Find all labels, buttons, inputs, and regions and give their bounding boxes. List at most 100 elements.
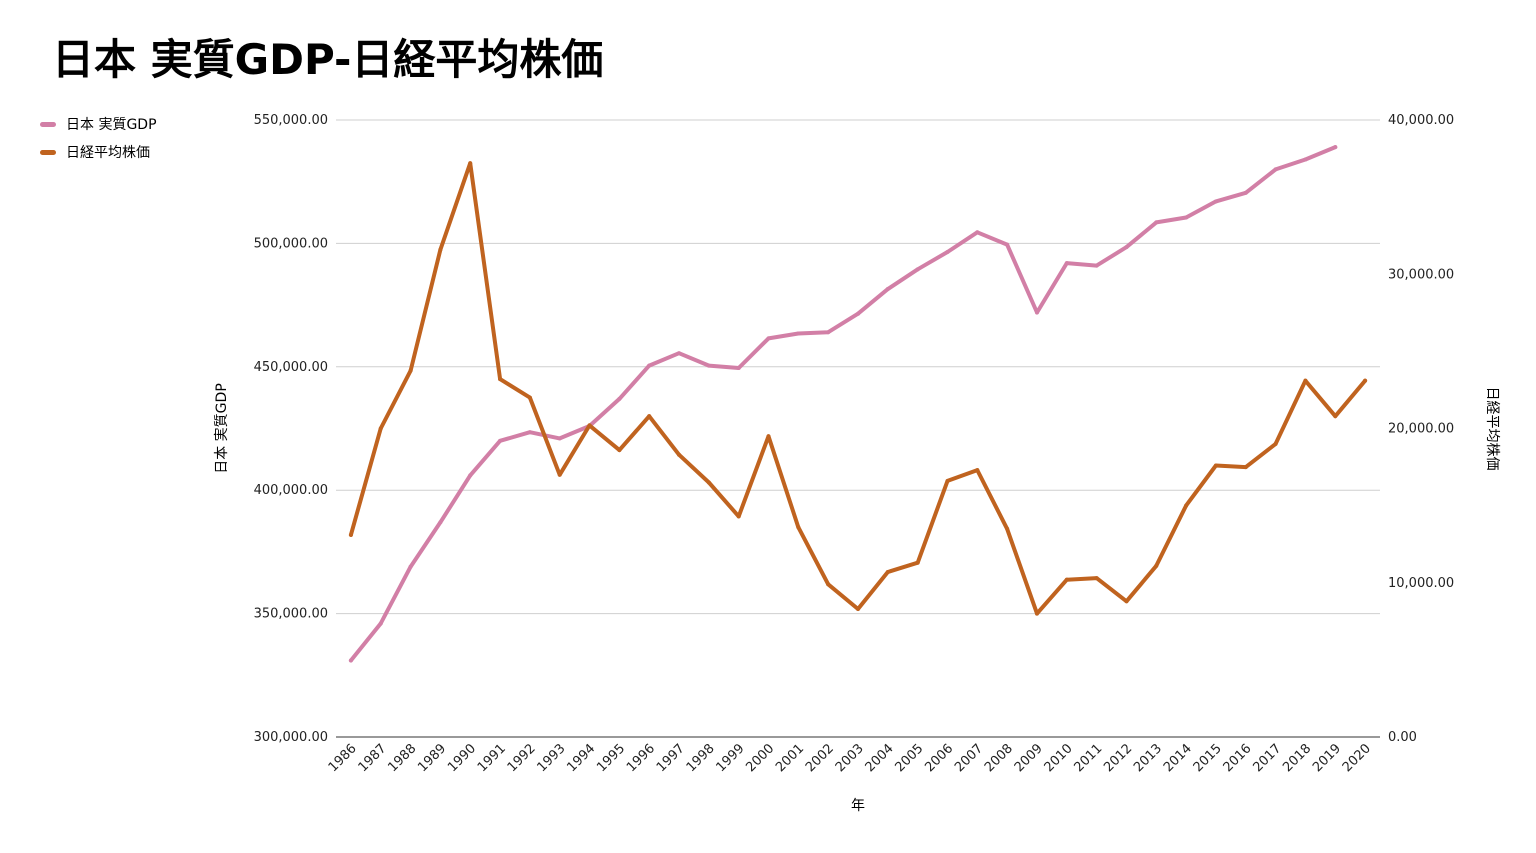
- series-line-0: [348, 145, 1338, 663]
- x-tick-label: 2015: [1191, 741, 1225, 775]
- x-tick-label: 1989: [415, 741, 449, 775]
- x-tick-label: 1998: [684, 741, 718, 775]
- data-point: [438, 520, 443, 525]
- data-point: [915, 560, 920, 565]
- data-point: [1094, 576, 1099, 581]
- data-point: [498, 377, 503, 382]
- data-point: [885, 569, 890, 574]
- x-tick-label: 2007: [952, 741, 986, 775]
- y2-axis-title: 日経平均株価: [1484, 387, 1500, 471]
- data-point: [527, 395, 532, 400]
- x-tick-label: 1988: [385, 741, 419, 775]
- data-point: [1034, 611, 1039, 616]
- data-point: [706, 480, 711, 485]
- data-point: [975, 468, 980, 473]
- x-tick-label: 2006: [922, 741, 956, 775]
- x-tick-label: 2010: [1042, 741, 1076, 775]
- data-point: [1005, 242, 1010, 247]
- data-point: [378, 621, 383, 626]
- data-point: [796, 331, 801, 336]
- x-tick-label: 2004: [863, 741, 897, 775]
- data-point: [945, 250, 950, 255]
- data-point: [1333, 145, 1338, 150]
- data-point: [915, 267, 920, 272]
- data-point: [1273, 167, 1278, 172]
- data-point: [1243, 190, 1248, 195]
- data-point: [1094, 263, 1099, 268]
- data-point: [885, 287, 890, 292]
- y2-tick-label: 30,000.00: [1388, 267, 1454, 282]
- data-point: [1005, 526, 1010, 531]
- page-title: 日本 実質GDP-日経平均株価: [52, 35, 604, 84]
- legend-swatch: [40, 149, 56, 155]
- legend-item: 日経平均株価: [40, 138, 157, 166]
- data-point: [587, 423, 592, 428]
- data-point: [1124, 599, 1129, 604]
- x-tick-label: 2017: [1250, 741, 1284, 775]
- data-point: [677, 452, 682, 457]
- x-tick-label: 2008: [982, 741, 1016, 775]
- data-point: [468, 473, 473, 478]
- x-tick-label: 2012: [1101, 741, 1135, 775]
- data-point: [647, 414, 652, 419]
- x-axis-title: 年: [851, 798, 865, 814]
- data-point: [766, 434, 771, 439]
- data-point: [975, 230, 980, 235]
- data-point: [408, 368, 413, 373]
- x-tick-label: 2018: [1280, 741, 1314, 775]
- x-tick-label: 1995: [594, 741, 628, 775]
- x-tick-label: 2005: [892, 741, 926, 775]
- data-point: [348, 532, 353, 537]
- x-tick-label: 1996: [624, 741, 658, 775]
- x-tick-label: 2019: [1310, 741, 1344, 775]
- x-tick-label: 2014: [1161, 741, 1195, 775]
- data-point: [736, 366, 741, 371]
- data-point: [1154, 220, 1159, 225]
- series-line-1: [348, 161, 1368, 616]
- y-tick-label: 550,000.00: [254, 113, 328, 128]
- y2-tick-label: 0.00: [1388, 730, 1417, 745]
- x-tick-label: 2002: [803, 741, 837, 775]
- data-point: [945, 478, 950, 483]
- data-point: [378, 426, 383, 431]
- x-tick-label: 2013: [1131, 741, 1165, 775]
- data-point: [1064, 261, 1069, 266]
- y-tick-label: 300,000.00: [254, 730, 328, 745]
- data-point: [796, 525, 801, 530]
- data-point: [348, 658, 353, 663]
- legend-label: 日経平均株価: [66, 145, 150, 161]
- data-point: [1213, 199, 1218, 204]
- data-point: [1333, 414, 1338, 419]
- x-tick-label: 2009: [1012, 741, 1046, 775]
- x-tick-label: 1991: [475, 741, 509, 775]
- legend-item: 日本 実質GDP: [40, 110, 157, 138]
- x-tick-label: 2000: [743, 741, 777, 775]
- x-tick-label: 2001: [773, 741, 807, 775]
- x-tick-label: 2020: [1340, 741, 1374, 775]
- data-point: [1034, 310, 1039, 315]
- y-tick-label: 400,000.00: [254, 483, 328, 498]
- x-tick-label: 2011: [1071, 741, 1105, 775]
- data-point: [438, 247, 443, 252]
- data-point: [1363, 378, 1368, 383]
- x-tick-label: 1997: [654, 741, 688, 775]
- data-point: [1064, 577, 1069, 582]
- data-point: [1243, 465, 1248, 470]
- legend: 日本 実質GDP 日経平均株価: [40, 110, 157, 166]
- data-point: [557, 472, 562, 477]
- data-point: [468, 161, 473, 166]
- x-tick-label: 1990: [445, 741, 479, 775]
- x-tick-label: 1986: [326, 741, 360, 775]
- data-point: [1303, 157, 1308, 162]
- data-point: [826, 582, 831, 587]
- data-point: [1273, 441, 1278, 446]
- data-point: [647, 363, 652, 368]
- data-point: [826, 330, 831, 335]
- y-tick-label: 500,000.00: [254, 236, 328, 251]
- x-tick-label: 1987: [356, 741, 390, 775]
- data-point: [856, 311, 860, 316]
- x-tick-label: 1994: [564, 741, 598, 775]
- legend-swatch: [40, 121, 56, 127]
- x-tick-label: 2003: [833, 741, 867, 775]
